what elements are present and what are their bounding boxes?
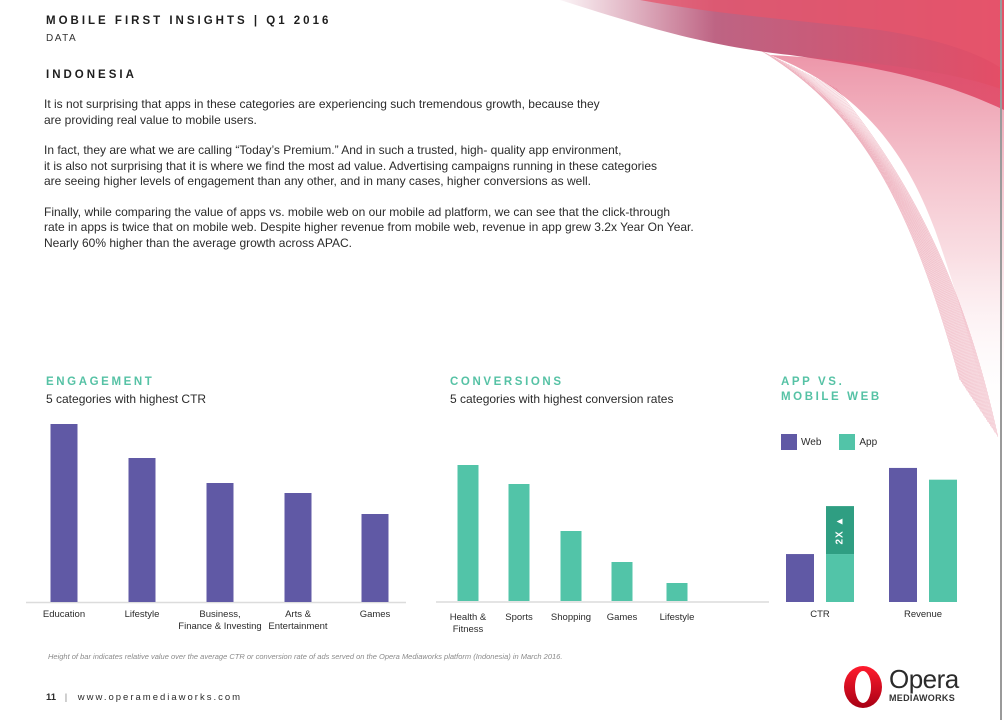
conversions-title: CONVERSIONS: [450, 376, 564, 388]
logo-wordmark: Opera: [889, 664, 959, 694]
engagement-title: ENGAGEMENT: [46, 376, 155, 388]
paragraph-3: Finally, while comparing the value of ap…: [44, 205, 744, 252]
engagement-chart: Education Lifestyle Business, Finance & Inv…: [26, 424, 406, 632]
footer-url[interactable]: www.operamediaworks.com: [77, 692, 243, 703]
engagement-bar-3: [284, 493, 312, 602]
report-subtitle: DATA: [46, 33, 78, 44]
conversions-bar-1: [508, 484, 530, 601]
paragraph-line: Finally, while comparing the value of ap…: [44, 204, 671, 219]
engagement-bar-4: [361, 514, 389, 602]
paragraph-line: it is also not surprising that it is whe…: [44, 158, 657, 173]
body-paragraphs: It is not surprising that apps in these …: [44, 97, 744, 266]
app-revenue-bar: [929, 479, 957, 602]
conversions-tick-label: Games: [607, 612, 638, 623]
opera-o-logo-icon: [844, 666, 882, 708]
engagement-bar-1: [128, 458, 156, 602]
conversions-chart: Health & Fitness Sports Shopping Games Lifest…: [436, 465, 769, 635]
web-revenue-bar: [889, 467, 917, 602]
conversions-tick-label: Shopping: [551, 612, 591, 623]
page-footer: 11 | www.operamediaworks.com: [46, 692, 242, 703]
paragraph-line: are providing real value to mobile users…: [44, 112, 257, 127]
paragraph-line: are seeing higher levels of engagement t…: [44, 174, 591, 188]
conversions-bar-2: [560, 531, 582, 601]
app-vs-web-tick-label: Revenue: [904, 609, 942, 620]
paragraph-line: It is not surprising that apps in these …: [44, 97, 600, 111]
legend-label-web: Web: [801, 436, 822, 448]
paragraph-2: In fact, they are what we are calling “T…: [44, 143, 744, 190]
paragraph-line: In fact, they are what we are calling “T…: [44, 143, 622, 157]
app-vs-web-tick-label: CTR: [810, 609, 830, 620]
engagement-tick-label: Education: [43, 609, 85, 620]
engagement-tick-label: Lifestyle: [125, 609, 160, 620]
page-right-border: [1000, 0, 1002, 720]
report-title: MOBILE FIRST INSIGHTS | Q1 2016: [46, 15, 332, 27]
page-number: 11: [46, 692, 57, 703]
legend-label-app: App: [859, 436, 878, 448]
conversions-tick-label: Health & Fitness: [450, 612, 487, 635]
app-vs-web-chart: 2X ▲ CTR Revenue: [786, 467, 957, 620]
paragraph-line: Nearly 60% higher than the average growt…: [44, 235, 352, 250]
chart-footnote: Height of bar indicates relative value o…: [48, 652, 563, 661]
conversions-bar-0: [457, 465, 479, 601]
engagement-bar-2: [206, 483, 234, 602]
footer-separator: |: [64, 692, 70, 703]
app-ctr-bar-increase: [826, 506, 854, 555]
ctr-2x-annotation: 2X ▲: [835, 516, 846, 545]
engagement-tick-label: Games: [360, 609, 391, 620]
app-ctr-bar-base: [826, 554, 854, 602]
engagement-bar-0: [50, 424, 78, 602]
conversions-tick-label: Lifestyle: [660, 612, 695, 623]
conversions-bar-4: [666, 583, 688, 601]
paragraph-1: It is not surprising that apps in these …: [44, 97, 744, 128]
section-heading: INDONESIA: [46, 69, 137, 81]
engagement-subtitle: 5 categories with highest CTR: [46, 392, 207, 406]
web-ctr-bar: [786, 554, 814, 602]
logo-subtitle: MEDIAWORKS: [889, 693, 955, 703]
legend-swatch-app: [839, 434, 856, 450]
conversions-subtitle: 5 categories with highest conversion rat…: [450, 392, 674, 406]
engagement-tick-label: Arts & Entertainment: [268, 609, 328, 632]
conversions-bar-3: [611, 562, 633, 601]
paragraph-line: rate in apps is twice that on mobile web…: [44, 220, 694, 234]
legend-swatch-web: [781, 434, 797, 450]
engagement-tick-label: Business, Finance & Investing: [178, 609, 261, 632]
chart-legend: Web App: [781, 434, 877, 450]
conversions-tick-label: Sports: [505, 612, 533, 623]
app-vs-web-title: APP VS. MOBILE WEB: [781, 376, 882, 403]
